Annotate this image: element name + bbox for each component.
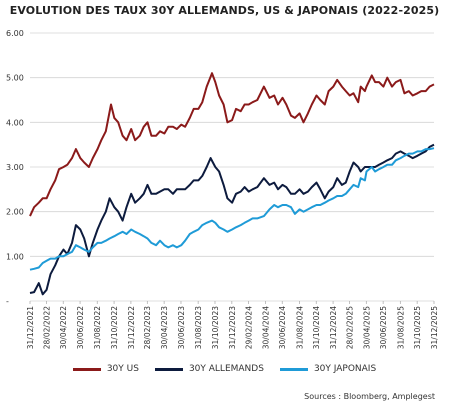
x-tick-label: 30/04/2024 — [261, 306, 270, 349]
x-tick-label: 30/06/2022 — [76, 306, 85, 349]
legend-swatch-us — [72, 367, 101, 371]
x-tick-label: 30/04/2025 — [362, 306, 371, 349]
legend-item-japonais: 30Y JAPONAIS — [279, 364, 377, 374]
y-tick-label: 2.00 — [6, 208, 24, 217]
x-tick-label: 30/06/2023 — [177, 306, 186, 349]
y-tick-label: 6.00 — [6, 29, 24, 38]
legend-item-allemands: 30Y ALLEMANDS — [154, 364, 264, 374]
legend-label-allemands: 30Y ALLEMANDS — [188, 364, 264, 374]
chart-title: EVOLUTION DES TAUX 30Y ALLEMANDS, US & J… — [9, 4, 440, 17]
x-tick-label: 31/08/2025 — [396, 306, 405, 349]
x-tick-label: 31/08/2023 — [194, 306, 203, 349]
x-tick-label: 30/04/2022 — [59, 306, 68, 349]
x-tick-label: 31/12/2021 — [26, 306, 35, 349]
x-tick-label: 31/10/2025 — [413, 306, 422, 349]
legend-item-us: 30Y US — [72, 364, 139, 374]
x-tick-label: 31/12/2024 — [329, 306, 338, 349]
x-axis-ticks: 31/12/2021 28/02/2022 30/04/2022 30/06/2022… — [26, 301, 439, 349]
x-tick-label: 31/10/2024 — [312, 306, 321, 349]
series-line-allemands — [29, 143, 435, 296]
x-tick-label: 29/02/2024 — [244, 306, 253, 349]
legend-swatch-allemands — [154, 367, 183, 371]
y-tick-label: 1.00 — [6, 252, 24, 261]
legend: 30Y US 30Y ALLEMANDS 30Y JAPONAIS — [0, 364, 449, 374]
y-tick-label: 5.00 — [6, 74, 24, 83]
x-tick-label: 31/12/2022 — [127, 306, 136, 349]
legend-swatch-japonais — [279, 367, 308, 371]
legend-label-japonais: 30Y JAPONAIS — [313, 364, 377, 374]
x-tick-label: 30/06/2024 — [278, 306, 287, 349]
legend-label-us: 30Y US — [106, 364, 139, 374]
x-tick-label: 31/10/2023 — [211, 306, 220, 349]
y-tick-label: 3.00 — [6, 163, 24, 172]
x-tick-label: 31/08/2024 — [295, 306, 304, 349]
series-line-japonais — [29, 147, 435, 271]
x-tick-label: 31/12/2025 — [430, 306, 439, 349]
x-tick-label: 30/04/2023 — [160, 306, 169, 349]
source-note: Sources : Bloomberg, Amplegest — [304, 392, 435, 401]
x-tick-label: 31/10/2022 — [110, 306, 119, 349]
y-tick-label: 4.00 — [6, 118, 24, 127]
x-tick-label: 28/02/2022 — [42, 306, 51, 349]
x-tick-label: 31/08/2022 — [93, 306, 102, 349]
x-tick-label: 31/12/2023 — [228, 306, 237, 349]
y-tick-label: - — [6, 297, 9, 306]
x-tick-label: 30/06/2025 — [379, 306, 388, 349]
x-tick-label: 28/02/2025 — [345, 306, 354, 349]
y-axis-ticks: - 1.00 2.00 3.00 4.00 5.00 6.00 — [6, 29, 24, 306]
series-lines — [29, 72, 435, 296]
x-tick-label: 28/02/2023 — [143, 306, 152, 349]
series-line-us — [29, 72, 435, 217]
